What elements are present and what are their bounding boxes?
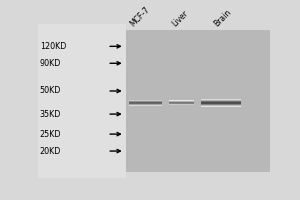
Text: 25KD: 25KD bbox=[40, 130, 61, 139]
Text: Brain: Brain bbox=[212, 8, 233, 29]
Text: 50KD: 50KD bbox=[40, 86, 61, 95]
Text: 35KD: 35KD bbox=[40, 110, 61, 119]
Bar bbox=[38, 24, 126, 178]
Text: 120KD: 120KD bbox=[40, 42, 66, 51]
Bar bbox=[126, 30, 270, 172]
Text: 20KD: 20KD bbox=[40, 147, 61, 156]
Text: Liver: Liver bbox=[171, 9, 190, 29]
Text: MCF-7: MCF-7 bbox=[129, 5, 152, 29]
Text: 90KD: 90KD bbox=[40, 59, 61, 68]
